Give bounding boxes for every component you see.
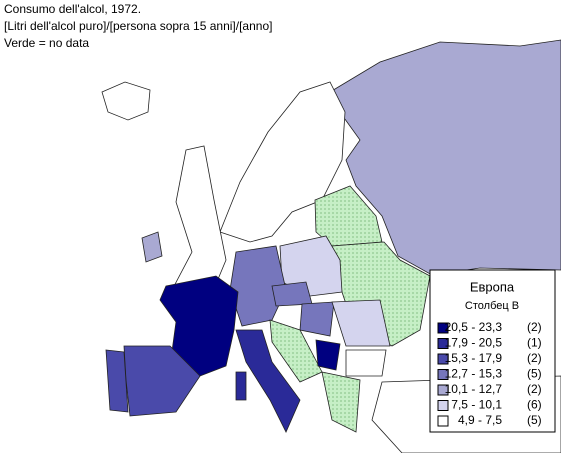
legend-swatch: [437, 322, 449, 334]
sardinia: [235, 371, 247, 401]
legend-box: [429, 269, 556, 433]
legend-count: (2): [527, 382, 542, 396]
legend-count: (2): [527, 320, 542, 334]
italy: [235, 329, 301, 433]
czechoslovakia: [271, 281, 313, 307]
legend-swatch: [437, 353, 449, 365]
ireland: [141, 231, 163, 263]
legend-swatch: [437, 338, 449, 349]
scandinavia: [219, 81, 346, 243]
legend-range: 15,3 - 17,9: [445, 351, 503, 365]
legend-swatch: [437, 400, 449, 411]
countries: [101, 39, 561, 453]
legend-swatch: [437, 369, 449, 380]
legend-count: (6): [527, 398, 542, 412]
legend-count: (5): [527, 367, 542, 381]
yugoslavia: [269, 319, 323, 383]
legend-range: 17,9 - 20,5: [445, 336, 503, 350]
legend-count: (5): [527, 413, 542, 427]
subtitle: [Litri dell'alcol puro]/[persona sopra 1…: [4, 19, 272, 33]
iceland: [101, 81, 151, 121]
romania: [331, 299, 391, 347]
greece: [321, 371, 361, 433]
legend-subtitle: Столбец B: [465, 300, 519, 312]
france: [159, 275, 239, 377]
legend-range: 10,1 - 12,7: [445, 382, 503, 396]
legend-range: 12,7 - 15,3: [445, 367, 503, 381]
uk: [171, 145, 227, 291]
note: Verde = no data: [4, 36, 89, 50]
legend-swatch: [437, 384, 449, 396]
legend-range: 7,5 - 10,1: [451, 398, 502, 412]
serbia: [315, 339, 341, 371]
legend-title: Европа: [470, 279, 515, 294]
legend-range: 4,9 - 7,5: [458, 413, 502, 427]
portugal: [105, 349, 129, 413]
bulgaria: [345, 349, 387, 377]
hungary: [299, 301, 335, 337]
legend-range: 20,5 - 23,3: [445, 320, 503, 334]
legend-count: (2): [527, 351, 542, 365]
legend-swatch: [437, 415, 449, 427]
legend: Европа Столбец B 20,5 - 23,3 (2) 17,9 - 20…: [429, 269, 556, 433]
legend-count: (1): [527, 336, 542, 350]
title: Consumo dell'alcol, 1972.: [4, 2, 141, 16]
